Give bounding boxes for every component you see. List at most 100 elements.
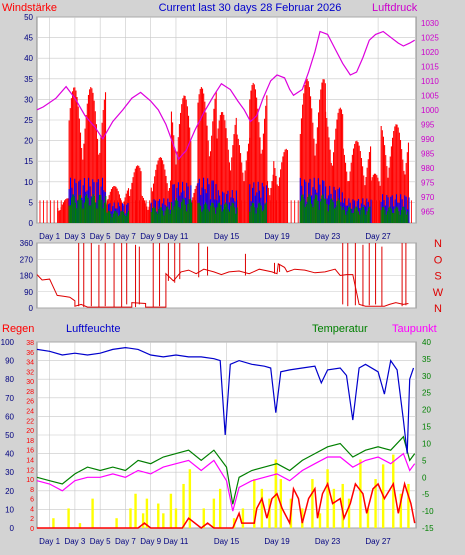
wind-gust-bar xyxy=(193,192,195,223)
temperature-tick-label: 20 xyxy=(422,406,431,415)
wind-base-bar xyxy=(97,199,99,223)
rain-bar xyxy=(134,493,137,528)
wind-gust-bar xyxy=(75,90,77,223)
rain-bar xyxy=(326,469,329,528)
wind-base-bar xyxy=(160,207,162,223)
wind-gust-bar xyxy=(290,200,292,223)
rain-bar xyxy=(332,488,336,528)
rain-tick-label: 22 xyxy=(26,418,34,425)
wind-gust-bar xyxy=(53,200,55,223)
wind-avg-bar xyxy=(391,195,393,223)
wind-gust-bar xyxy=(133,172,135,223)
temperature-tick-label: 0 xyxy=(422,473,427,482)
wind-gust-bar xyxy=(406,152,408,223)
rain-tick-label: 26 xyxy=(26,399,34,406)
wind-base-bar xyxy=(236,207,238,223)
wind-avg-bar xyxy=(305,181,307,223)
pressure-tick-label: 965 xyxy=(421,207,435,216)
wind-gust-bar xyxy=(351,154,353,223)
wind-base-bar xyxy=(263,209,265,223)
wind-avg-bar xyxy=(117,202,119,223)
wind-base-bar xyxy=(164,210,166,223)
wind-base-bar xyxy=(72,194,74,223)
day-tick-label: Day 1 xyxy=(39,232,60,241)
wind-gust-bar xyxy=(256,97,258,223)
wind-gust-bar xyxy=(228,162,230,223)
wind-base-bar xyxy=(157,213,159,223)
wind-gust-bar xyxy=(303,93,305,223)
wind-gust-bar xyxy=(94,111,96,223)
wind-avg-bar xyxy=(204,189,206,223)
wind-avg-bar xyxy=(177,182,179,223)
wind-gust-bar xyxy=(395,124,397,223)
wind-gust-bar xyxy=(237,138,239,223)
wind-gust-bar xyxy=(146,206,148,223)
wind-gust-bar xyxy=(300,118,303,223)
day-tick-label: Day 19 xyxy=(264,537,290,546)
wind-gust-bar xyxy=(137,165,139,223)
wind-base-bar xyxy=(301,195,303,223)
wind-avg-bar xyxy=(75,183,77,223)
wind-gust-bar xyxy=(294,200,296,223)
wind-gust-bar xyxy=(116,188,118,223)
wind-base-bar xyxy=(198,202,200,223)
wind-base-bar xyxy=(260,205,262,223)
wind-gust-bar xyxy=(214,98,216,223)
wind-gust-bar xyxy=(90,87,92,223)
wind-gust-bar xyxy=(198,94,200,223)
wind-base-bar xyxy=(302,194,304,223)
rain-tick-label: 34 xyxy=(26,360,34,367)
wind-gust-bar xyxy=(410,200,412,223)
wind-gust-bar xyxy=(108,195,110,223)
wind-base-bar xyxy=(223,204,226,223)
wind-base-bar xyxy=(395,206,397,223)
wind-avg-bar xyxy=(299,177,301,223)
rain-tick-label: 4 xyxy=(30,506,34,513)
wind-base-bar xyxy=(155,212,157,223)
wind-gust-bar xyxy=(39,200,41,223)
wind-base-bar xyxy=(340,206,342,223)
pressure-tick-label: 995 xyxy=(421,120,435,129)
rain-bar xyxy=(341,483,344,528)
wind-base-bar xyxy=(251,202,253,223)
wind-tick-label: 15 xyxy=(24,157,33,166)
wind-base-bar xyxy=(186,211,188,223)
wind-tick-label: 30 xyxy=(24,95,33,104)
wind-gust-bar xyxy=(112,187,114,223)
pressure-tick-label: 1000 xyxy=(421,106,439,115)
wind-base-bar xyxy=(383,206,385,223)
wind-gust-bar xyxy=(164,169,166,223)
wind-base-bar xyxy=(330,199,332,223)
wind-base-bar xyxy=(299,201,301,223)
wind-gust-bar xyxy=(184,95,186,223)
rain-tick-label: 18 xyxy=(26,438,34,445)
wind-gust-bar xyxy=(345,162,347,223)
day-tick-label: Day 19 xyxy=(264,232,290,241)
wind-gust-bar xyxy=(360,158,363,223)
wind-gust-bar xyxy=(368,152,370,223)
wind-gust-bar xyxy=(206,125,208,223)
rain-bar xyxy=(67,508,70,528)
wind-avg-bar xyxy=(112,206,114,223)
day-tick-label: Day 15 xyxy=(214,232,240,241)
wind-gust-bar xyxy=(205,112,207,223)
rain-bar xyxy=(399,493,403,528)
wind-gust-bar xyxy=(336,119,338,223)
wind-base-bar xyxy=(361,206,363,223)
humidity-tick-label: 30 xyxy=(5,468,14,477)
wind-gust-bar xyxy=(381,130,383,223)
wind-gust-bar xyxy=(330,162,332,223)
wind-gust-bar xyxy=(172,122,174,223)
wind-gust-bar xyxy=(70,98,72,223)
wind-gust-bar xyxy=(203,93,205,223)
wind-base-bar xyxy=(154,208,156,223)
direction-tick-label: 360 xyxy=(20,239,34,248)
wind-gust-bar xyxy=(199,88,201,223)
wind-gust-bar xyxy=(304,85,306,223)
wind-gust-bar xyxy=(140,194,142,223)
wind-base-bar xyxy=(394,208,396,223)
direction-y-axis: 0 90 180 270 360 xyxy=(20,239,34,313)
temperature-label: Temperatur xyxy=(312,323,368,335)
wind-base-bar xyxy=(333,208,335,223)
wind-base-bar xyxy=(153,206,155,223)
